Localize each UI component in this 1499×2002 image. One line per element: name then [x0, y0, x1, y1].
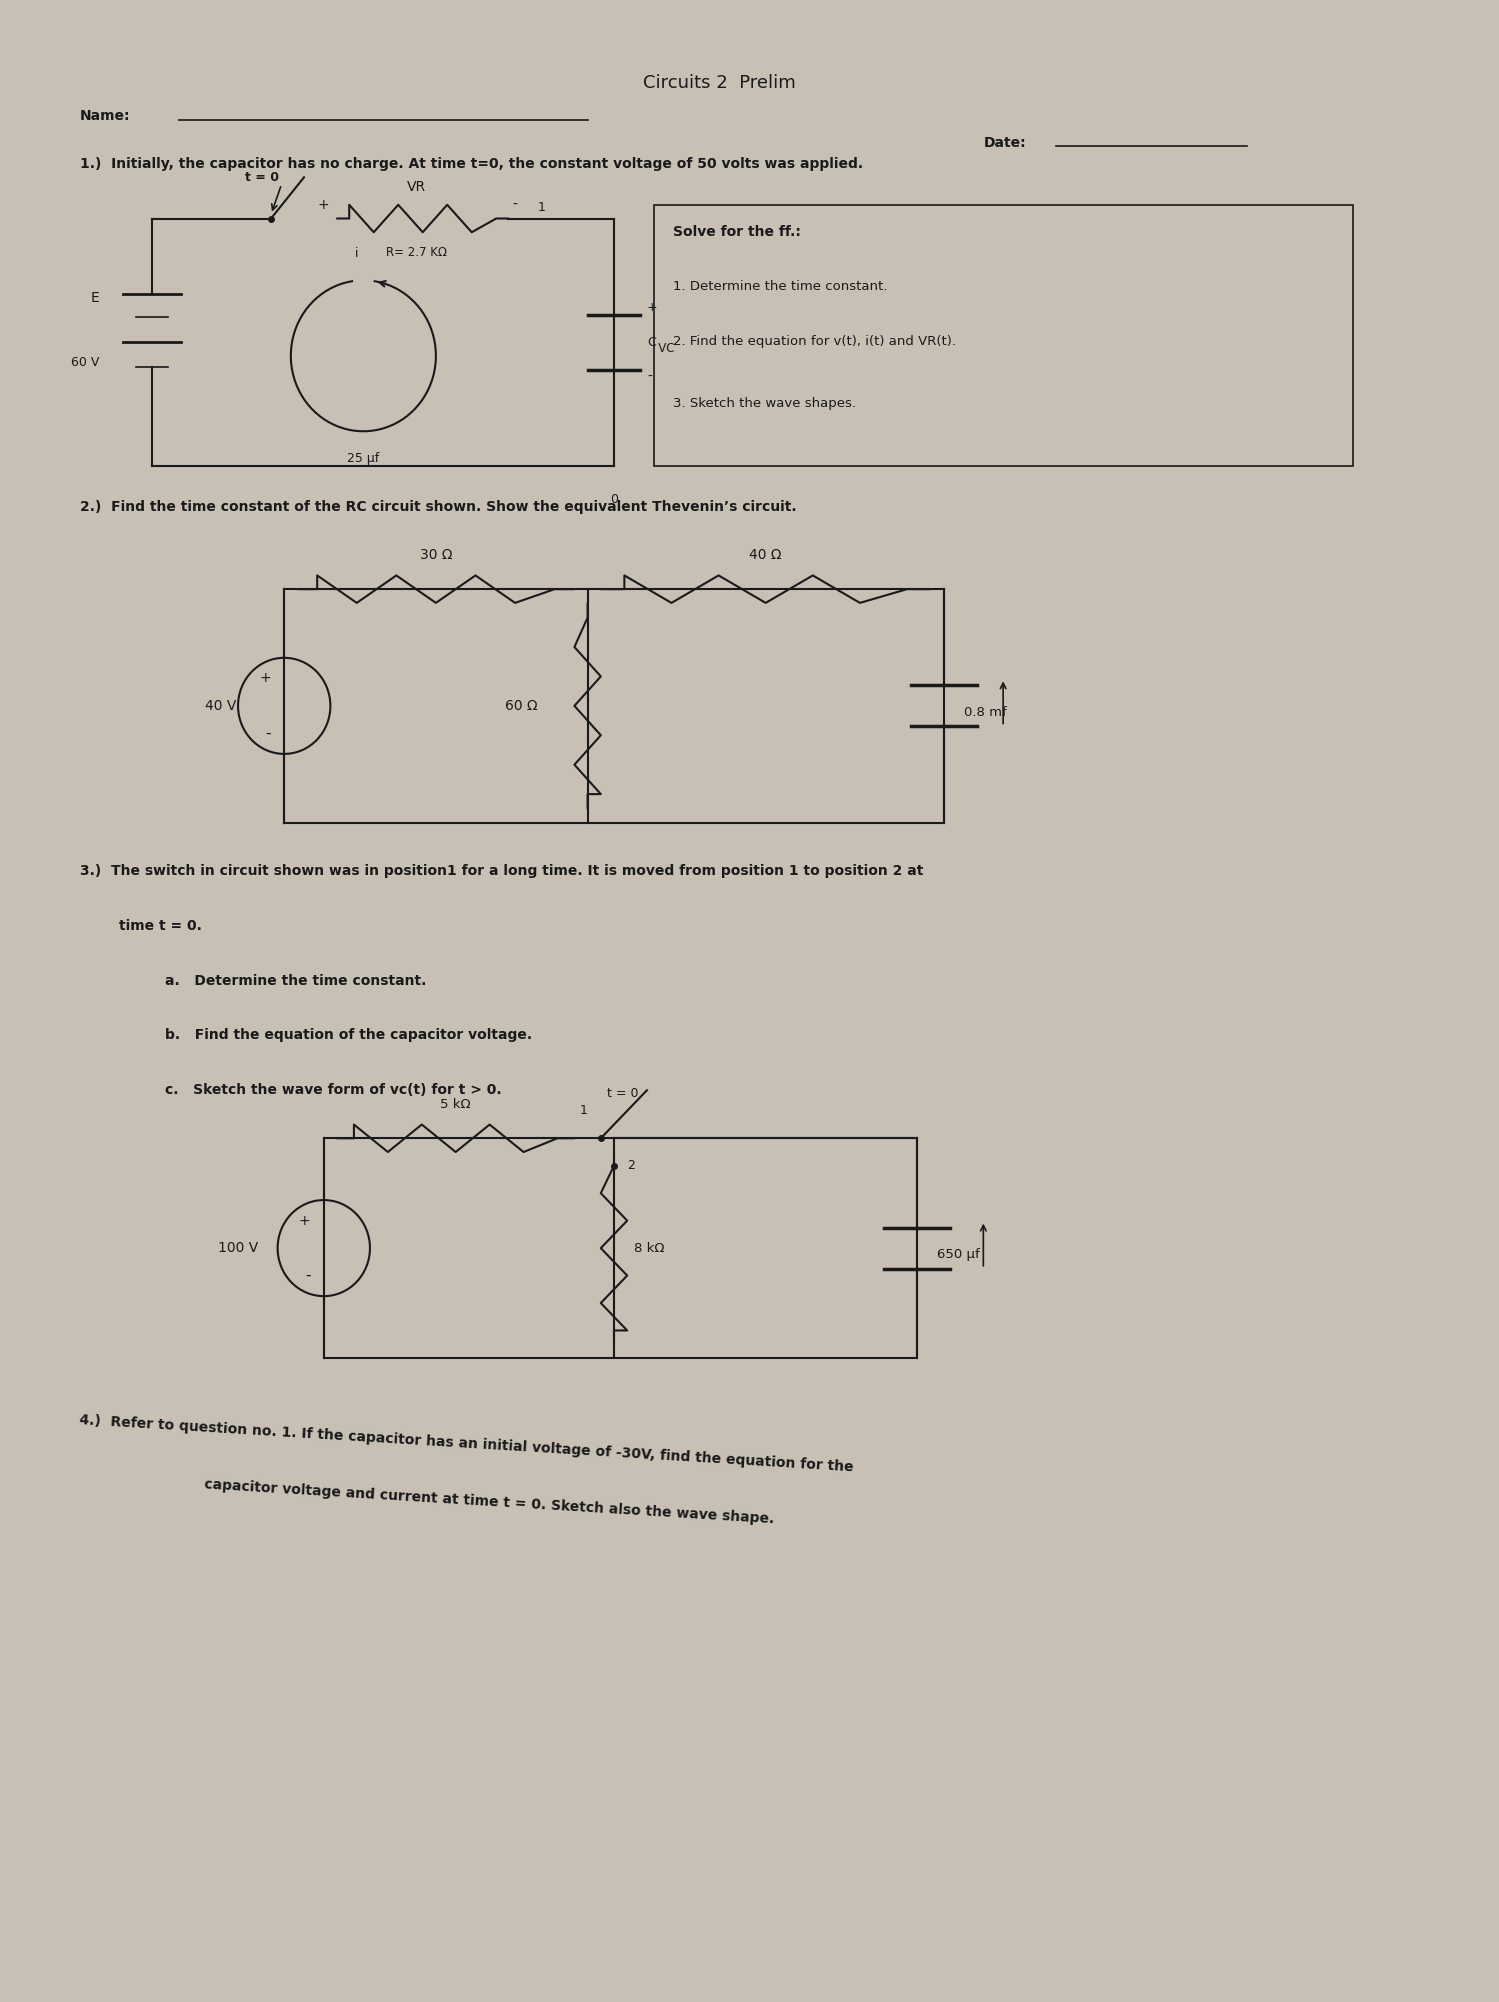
Text: capacitor voltage and current at time t = 0. Sketch also the wave shape.: capacitor voltage and current at time t … — [165, 1475, 773, 1526]
Text: 40 Ω: 40 Ω — [750, 549, 782, 563]
Text: time t = 0.: time t = 0. — [79, 919, 202, 933]
Text: 3.)  The switch in circuit shown was in position1 for a long time. It is moved f: 3.) The switch in circuit shown was in p… — [79, 863, 923, 877]
Text: R= 2.7 KΩ: R= 2.7 KΩ — [385, 246, 447, 258]
Text: 25 μf: 25 μf — [348, 452, 379, 464]
Text: 8 kΩ: 8 kΩ — [634, 1241, 664, 1255]
Text: +: + — [298, 1213, 310, 1227]
Text: -: - — [306, 1267, 310, 1283]
Text: c.   Sketch the wave form of vc(t) for t > 0.: c. Sketch the wave form of vc(t) for t >… — [165, 1083, 502, 1097]
Text: VC: VC — [648, 342, 675, 356]
Text: Solve for the ff.:: Solve for the ff.: — [673, 226, 802, 240]
Text: Name:: Name: — [79, 108, 130, 122]
Text: 2: 2 — [627, 1159, 636, 1173]
Text: b.   Find the equation of the capacitor voltage.: b. Find the equation of the capacitor vo… — [165, 1029, 532, 1043]
Text: 0: 0 — [610, 492, 618, 507]
Text: +: + — [259, 671, 271, 685]
Text: 100 V: 100 V — [219, 1241, 258, 1255]
Text: 3. Sketch the wave shapes.: 3. Sketch the wave shapes. — [673, 396, 856, 410]
Text: a.   Determine the time constant.: a. Determine the time constant. — [165, 973, 427, 987]
Text: Date:: Date: — [983, 136, 1025, 150]
Text: C: C — [648, 336, 655, 348]
Text: 60 Ω: 60 Ω — [505, 699, 538, 713]
Text: 1: 1 — [580, 1105, 588, 1117]
Text: 4.)  Refer to question no. 1. If the capacitor has an initial voltage of -30V, f: 4.) Refer to question no. 1. If the capa… — [79, 1413, 854, 1473]
Bar — [654, 204, 1352, 466]
Text: i: i — [355, 246, 358, 260]
Text: +: + — [648, 300, 658, 314]
Text: -: - — [648, 370, 652, 382]
Text: Circuits 2  Prelim: Circuits 2 Prelim — [643, 74, 796, 92]
Text: 1. Determine the time constant.: 1. Determine the time constant. — [673, 280, 887, 292]
Text: 60 V: 60 V — [70, 356, 99, 368]
Text: VR: VR — [406, 180, 426, 194]
Text: 5 kΩ: 5 kΩ — [441, 1097, 471, 1111]
Text: 2.)  Find the time constant of the RC circuit shown. Show the equivalent Theveni: 2.) Find the time constant of the RC cir… — [79, 500, 796, 515]
Text: 2. Find the equation for v(t), i(t) and VR(t).: 2. Find the equation for v(t), i(t) and … — [673, 334, 956, 348]
Text: t = 0: t = 0 — [244, 172, 279, 184]
Text: t = 0: t = 0 — [607, 1087, 639, 1099]
Text: -: - — [265, 727, 271, 741]
Text: 650 μf: 650 μf — [937, 1249, 980, 1261]
Text: 1: 1 — [538, 202, 546, 214]
Text: +: + — [318, 198, 330, 212]
Text: E: E — [91, 290, 99, 304]
Text: -: - — [513, 198, 517, 212]
Text: 30 Ω: 30 Ω — [420, 549, 453, 563]
Text: 0.8 mf: 0.8 mf — [964, 707, 1006, 719]
Text: 1.)  Initially, the capacitor has no charge. At time t=0, the constant voltage o: 1.) Initially, the capacitor has no char… — [79, 156, 863, 170]
Text: 40 V: 40 V — [205, 699, 237, 713]
